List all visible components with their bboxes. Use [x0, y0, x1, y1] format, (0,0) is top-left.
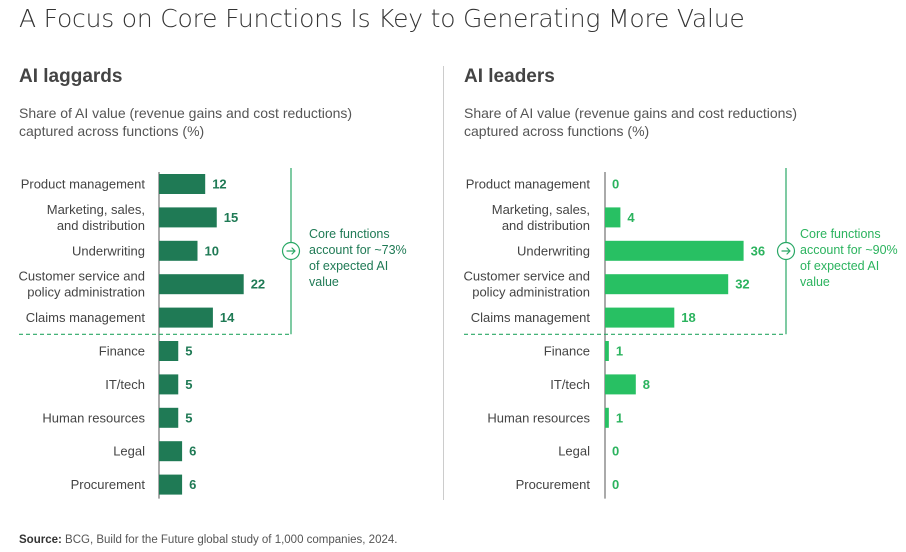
category-label: Marketing, sales, — [47, 202, 145, 217]
bar — [159, 274, 244, 295]
panel-divider — [443, 66, 444, 500]
category-label: Claims management — [26, 310, 146, 325]
source-note: Source: BCG, Build for the Future global… — [19, 534, 397, 546]
panel-title: AI laggards — [19, 66, 123, 87]
bar — [605, 307, 675, 328]
category-label: Procurement — [516, 477, 591, 492]
bar — [159, 307, 213, 328]
data-label: 15 — [224, 210, 238, 225]
category-label: and distribution — [502, 218, 590, 233]
data-label: 32 — [735, 277, 749, 292]
data-label: 12 — [212, 177, 226, 192]
category-label: Underwriting — [517, 243, 590, 258]
panel-subtitle: Share of AI value (revenue gains and cos… — [19, 105, 353, 139]
source-text: BCG, Build for the Future global study o… — [65, 534, 398, 546]
category-label: policy administration — [472, 285, 590, 300]
bar — [605, 374, 636, 395]
data-label: 6 — [189, 477, 196, 492]
arrow-right-glyph — [781, 247, 791, 255]
category-label: Legal — [113, 444, 145, 459]
data-label: 14 — [220, 310, 235, 325]
data-label: 5 — [185, 344, 192, 359]
category-label: Product management — [21, 177, 146, 192]
bar — [605, 207, 621, 228]
data-label: 10 — [205, 243, 219, 258]
data-label: 18 — [681, 310, 695, 325]
category-label: Customer service and — [19, 269, 145, 284]
category-label: Claims management — [471, 310, 591, 325]
page-title: A Focus on Core Functions Is Key to Gene… — [19, 4, 745, 33]
bar — [159, 474, 183, 495]
category-label: and distribution — [57, 218, 145, 233]
bar — [605, 240, 744, 261]
bar — [605, 274, 729, 295]
data-label: 1 — [616, 344, 623, 359]
category-label: Underwriting — [72, 243, 145, 258]
data-label: 0 — [612, 177, 619, 192]
bar — [159, 374, 179, 395]
source-label: Source: — [19, 534, 62, 546]
category-label: policy administration — [27, 285, 145, 300]
data-label: 8 — [643, 377, 650, 392]
category-label: Finance — [99, 344, 145, 359]
data-label: 0 — [612, 444, 619, 459]
arrow-right-glyph — [286, 247, 296, 255]
category-label: IT/tech — [550, 377, 590, 392]
data-label: 1 — [616, 410, 623, 425]
category-label: IT/tech — [105, 377, 145, 392]
callout-text: value — [309, 275, 339, 289]
bar — [159, 174, 206, 194]
bar — [159, 407, 179, 428]
callout-text: account for ~90% — [800, 243, 898, 257]
data-label: 0 — [612, 477, 619, 492]
data-label: 22 — [251, 277, 265, 292]
callout-text: value — [800, 275, 830, 289]
category-label: Legal — [558, 444, 590, 459]
callout-text: account for ~73% — [309, 243, 407, 257]
bar — [159, 240, 198, 261]
data-label: 36 — [751, 243, 765, 258]
category-label: Procurement — [71, 477, 146, 492]
bar — [605, 407, 609, 428]
bar — [159, 207, 217, 228]
panel-title: AI leaders — [464, 66, 555, 87]
data-label: 6 — [189, 444, 196, 459]
data-label: 4 — [627, 210, 635, 225]
category-label: Human resources — [487, 410, 590, 425]
category-label: Customer service and — [464, 269, 590, 284]
bar — [159, 341, 179, 361]
bar — [605, 341, 609, 361]
callout-text: of expected AI — [800, 259, 879, 273]
data-label: 5 — [185, 377, 192, 392]
category-label: Human resources — [42, 410, 145, 425]
category-label: Product management — [466, 177, 591, 192]
panel-subtitle: Share of AI value (revenue gains and cos… — [464, 105, 798, 139]
callout-text: Core functions — [800, 227, 881, 241]
callout-text: of expected AI — [309, 259, 388, 273]
bar — [159, 441, 183, 462]
category-label: Finance — [544, 344, 590, 359]
data-label: 5 — [185, 410, 192, 425]
callout-text: Core functions — [309, 227, 390, 241]
category-label: Marketing, sales, — [492, 202, 590, 217]
